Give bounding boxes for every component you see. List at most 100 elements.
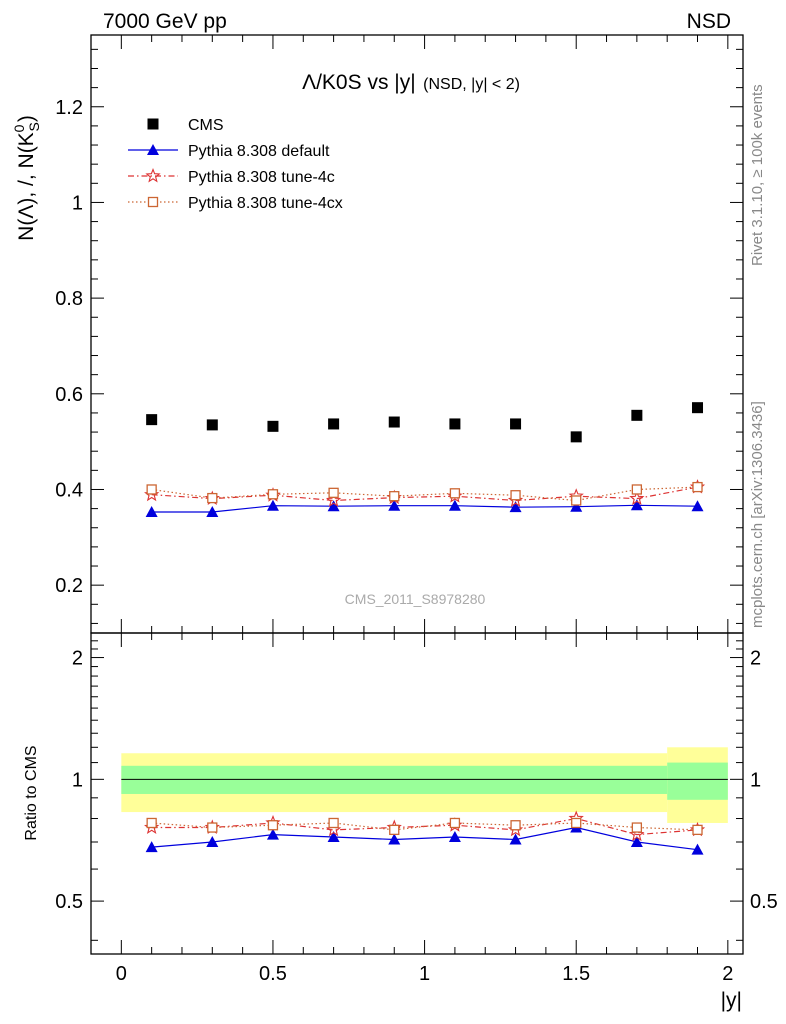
ratio-ylabel: Ratio to CMS <box>23 745 40 840</box>
uncertainty-band-inner <box>121 765 668 794</box>
data-point <box>266 499 279 511</box>
ratio-y-ticks: 0.5 0.5 1 1 2 2 <box>55 640 778 941</box>
data-point <box>691 500 704 512</box>
main-title-text: Λ/K0S vs |y| <box>302 71 416 94</box>
data-point <box>510 490 521 501</box>
main-x-ticks <box>90 35 729 633</box>
legend-label: Pythia 8.308 default <box>188 143 330 160</box>
legend-label: CMS <box>188 117 224 134</box>
data-point <box>206 419 218 431</box>
data-point <box>510 418 522 430</box>
ratio-data <box>144 810 706 855</box>
data-point <box>145 505 158 517</box>
data-point <box>206 505 219 517</box>
series-line <box>151 486 698 502</box>
ratio-data-point <box>206 835 219 847</box>
ratio-data-point <box>449 817 461 829</box>
data-point <box>570 431 582 443</box>
y-tick-label: 1 <box>72 192 83 214</box>
ratio-y-tick-label-right: 2 <box>750 648 761 670</box>
data-point <box>328 487 339 498</box>
ratio-data-point <box>328 817 339 829</box>
data-point <box>692 481 703 493</box>
data-point <box>449 488 461 499</box>
data-point <box>207 492 218 504</box>
data-point <box>389 491 400 502</box>
ratio-data-point <box>266 828 279 840</box>
ratio-data-point <box>146 817 157 829</box>
y-tick-label: 0.6 <box>55 384 83 406</box>
data-point <box>325 492 342 507</box>
ratio-y-tick-label-right: 1 <box>750 769 761 791</box>
data-point <box>630 499 643 511</box>
header-left: 7000 GeV pp <box>103 10 227 33</box>
x-axis-label: |y| <box>721 989 742 1012</box>
ratio-data-point <box>509 833 522 845</box>
data-point <box>571 495 582 506</box>
legend-label: Pythia 8.308 tune-4cx <box>188 195 343 212</box>
data-point <box>388 499 401 511</box>
y-tick-label: 0.8 <box>55 288 83 310</box>
y-tick-label: 0.2 <box>55 575 83 597</box>
ratio-data-point <box>571 817 582 829</box>
y-tick-label: 1.2 <box>55 97 83 119</box>
data-point <box>146 484 157 495</box>
mcplots-label: mcplots.cern.ch [arXiv:1306.3436] <box>749 401 766 628</box>
legend-marker <box>147 118 159 130</box>
rivet-label: Rivet 3.1.10, ≥ 100k events <box>749 84 766 266</box>
ratio-series-line <box>151 817 698 836</box>
data-point <box>267 489 279 500</box>
ratio-data-point <box>631 822 643 833</box>
ratio-y-tick-label: 1 <box>72 769 83 791</box>
ratio-frame <box>90 632 744 955</box>
data-point <box>146 414 158 426</box>
uncertainty-band-inner <box>667 762 728 800</box>
x-tick-label: 1 <box>419 963 430 985</box>
series-line <box>151 504 698 513</box>
data-point <box>267 420 279 432</box>
data-point <box>327 500 340 512</box>
ratio-data-point <box>692 824 703 836</box>
main-panel: 0.2 0.4 0.6 0.8 1 1.2 Λ/K0S vs |y| (NSD, |y| … <box>11 34 744 634</box>
y-tick-label: 0.4 <box>55 479 83 501</box>
legend: CMS Pythia 8.308 default Pythia 8.308 tune… <box>128 117 343 212</box>
ratio-data-point <box>327 831 340 843</box>
ratio-data-point <box>389 824 400 836</box>
ratio-data-point <box>630 835 643 847</box>
data-point <box>570 500 583 512</box>
x-tick-label: 0.5 <box>259 963 287 985</box>
header-right: NSD <box>687 10 731 33</box>
ratio-data-point <box>691 843 704 855</box>
ratio-data-point <box>267 820 279 831</box>
data-point <box>448 499 461 511</box>
ratio-data-point <box>510 820 521 831</box>
ratio-x-ticks: 0 0.5 1 1.5 2 <box>90 633 733 985</box>
data-point <box>328 418 340 430</box>
main-data <box>144 402 706 517</box>
ratio-y-tick-label-right: 0.5 <box>750 891 778 913</box>
series-line <box>151 486 698 502</box>
legend-marker <box>147 196 159 208</box>
x-tick-label: 2 <box>722 963 733 985</box>
ratio-data-point <box>388 833 401 845</box>
data-point <box>631 484 643 495</box>
data-point <box>631 409 643 421</box>
ratio-data-point <box>448 831 461 843</box>
legend-label: Pythia 8.308 tune-4c <box>188 169 335 186</box>
main-title: Λ/K0S vs |y| (NSD, |y| < 2) <box>302 71 520 94</box>
legend-marker <box>145 167 161 183</box>
data-point <box>629 490 645 506</box>
ratio-series-line <box>151 822 698 831</box>
x-tick-label: 0 <box>116 963 127 985</box>
ratio-data-point <box>145 841 158 853</box>
watermark: CMS_2011_S8978280 <box>345 591 486 607</box>
ratio-series-line <box>151 826 698 851</box>
data-point <box>692 402 704 414</box>
ratio-y-tick-label: 0.5 <box>55 891 83 913</box>
data-point <box>388 416 400 428</box>
ratio-data-point <box>207 822 218 833</box>
legend-marker <box>147 144 159 155</box>
x-tick-label: 1.5 <box>562 963 590 985</box>
main-title-sub: (NSD, |y| < 2) <box>423 76 520 93</box>
